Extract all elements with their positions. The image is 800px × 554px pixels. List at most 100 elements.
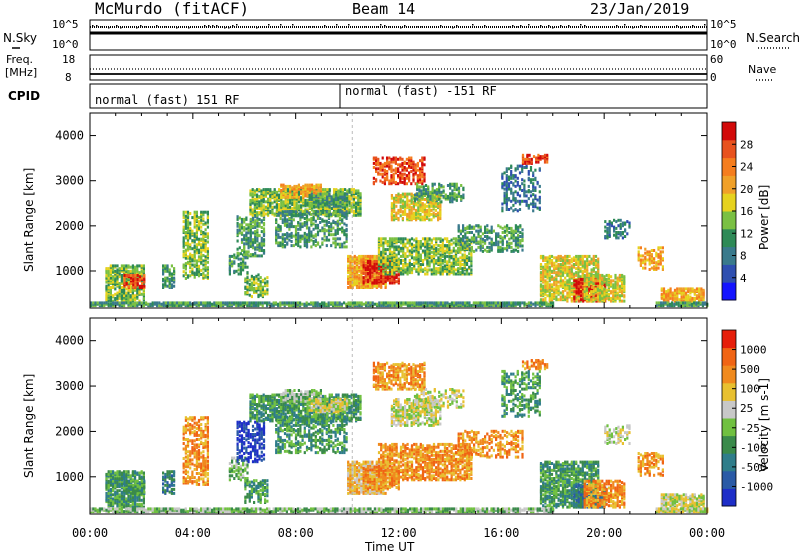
y-tick-label: 3000 [55,174,84,188]
x-tick-label: 08:00 [278,526,314,540]
freq-right-tick-top: 60 [710,53,723,66]
power-field [90,113,709,308]
colorbar-segment [722,228,736,248]
colorbar-tick-label: 24 [740,161,754,174]
colorbar-tick-label: 1000 [740,344,767,357]
y-tick-label: 2000 [55,424,84,438]
noise-search-points [92,24,706,29]
scatter-patch [521,359,549,371]
x-tick-label: 12:00 [380,526,416,540]
scatter-patch [413,388,465,409]
colorbar-segment [722,282,736,301]
noise-sky-label: N.Sky [3,31,37,45]
noise-left-tick-top: 10^5 [52,18,79,31]
colorbar-tick-label: 20 [740,183,753,196]
cpid-panel-frame [89,83,708,109]
y-tick-label: 3000 [55,379,84,393]
x-tick-label: 20:00 [586,526,622,540]
colorbar-segment [722,365,736,384]
scatter-patch [457,224,524,253]
time-axis-labels: 00:00 04:00 08:00 12:00 16:00 20:00 00:00 [72,526,725,540]
y-tick-label: 2000 [55,219,84,233]
velocity-colorbar-label: Velocity [m s-1] [757,378,771,472]
scatter-patch [583,479,626,509]
colorbar-tick-label: 8 [740,250,747,263]
colorbar-segment [722,382,736,401]
colorbar-tick-label: -500 [740,461,767,474]
beam-title: Beam 14 [352,0,415,18]
velocity-y-axis: 1000 2000 3000 4000 [55,334,707,484]
power-colorbar: 4 8 12 16 20 24 28 [721,121,754,301]
noise-left-tick-bottom: 10^0 [52,38,79,51]
colorbar-tick-label: 12 [740,227,753,240]
scatter-patch [501,369,541,418]
colorbar-tick-label: 500 [740,363,760,376]
noise-right-tick-bottom: 10^0 [710,38,737,51]
nave-label: Nave [748,63,776,76]
scatter-patch [637,452,664,477]
colorbar-segment [722,400,736,419]
colorbar-segment [722,122,736,141]
noise-search-label: N.Search [746,31,800,45]
velocity-field [90,318,709,514]
scatter-patch [162,264,176,289]
colorbar-segment [722,139,736,159]
colorbar-segment [722,211,736,230]
y-tick-label: 4000 [55,334,84,348]
scatter-patch [604,424,631,445]
scatter-patch [236,420,266,464]
scatter-patch [275,210,348,249]
cpid-mode-1: normal (fast) 151 RF [95,93,240,107]
date-title: 23/Jan/2019 [590,0,689,18]
cpid-label: CPID [8,89,40,103]
colorbar-tick-label: -100 [740,441,767,454]
scatter-patch [162,470,176,495]
scatter-patch [236,215,266,258]
scatter-patch [637,246,664,271]
power-x-axis [89,113,708,308]
colorbar-tick-label: 28 [740,138,753,151]
colorbar-segment [722,435,736,454]
colorbar-segment [722,246,736,265]
colorbar-frame [721,329,737,507]
colorbar-tick-label: 4 [740,272,747,285]
time-axis-title: Time UT [364,540,415,554]
freq-panel-frame [89,54,708,81]
scatter-patch [583,273,626,303]
x-tick-label: 00:00 [72,526,108,540]
power-colorbar-label: Power [dB] [757,185,771,250]
freq-label-line1: Freq. [6,53,33,66]
scatter-patch [182,416,209,486]
colorbar-segment [722,193,736,212]
colorbar-segment [722,157,736,176]
scatter-patch [413,182,465,204]
y-tick-label: 1000 [55,264,84,278]
colorbar-tick-label: 100 [740,383,760,396]
noise-right-tick-top: 10^5 [710,18,737,31]
x-tick-label: 04:00 [175,526,211,540]
power-y-axis: 1000 2000 3000 4000 [55,129,707,278]
scatter-patch [90,507,555,514]
y-tick-label: 4000 [55,129,84,143]
noise-panel-frame [89,19,708,51]
freq-label-line2: [MHz] [5,66,37,79]
scatter-patch [308,192,349,208]
scatter-patch [501,164,541,213]
freq-right-tick-bottom: 0 [710,71,717,84]
scatter-patch [244,479,269,504]
scatter-patch [308,398,349,414]
scatter-patch [521,153,549,165]
scatter-patch [372,156,426,186]
colorbar-segment [722,264,736,283]
scatter-patch [275,415,348,455]
power-panel: 1000 2000 3000 4000 Slant Range [km] [22,112,709,309]
colorbar-segment [722,470,736,489]
colorbar-segment [722,347,736,366]
station-title: McMurdo (fitACF) [95,0,249,18]
scatter-patch [372,361,426,391]
scatter-patch [660,287,705,303]
colorbar-tick-label: -1000 [740,480,773,493]
freq-left-tick-top: 18 [62,53,75,66]
scatter-patch [90,301,555,308]
